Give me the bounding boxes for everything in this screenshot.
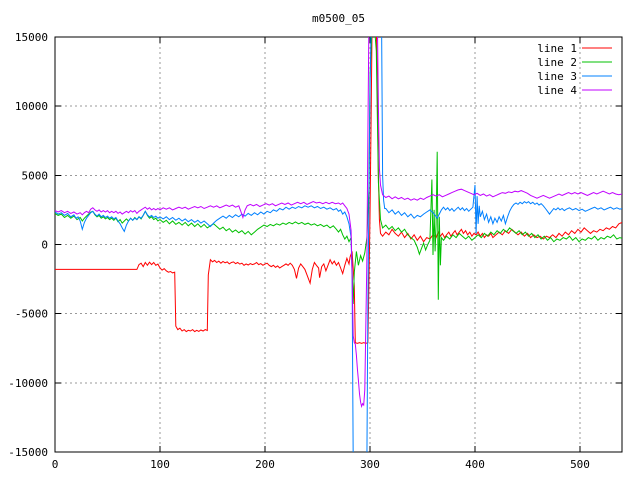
legend-label: line 1	[537, 42, 577, 55]
y-tick-label: 15000	[15, 31, 48, 44]
y-tick-label: -10000	[8, 377, 48, 390]
chart-title: m0500_05	[312, 12, 365, 25]
series-line-3	[55, 37, 622, 452]
y-tick-label: -5000	[15, 308, 48, 321]
y-tick-label: 0	[41, 239, 48, 252]
x-tick-label: 500	[570, 458, 590, 471]
y-tick-label: 5000	[22, 169, 49, 182]
y-tick-label: 10000	[15, 100, 48, 113]
x-tick-label: 100	[150, 458, 170, 471]
legend-label: line 2	[537, 56, 577, 69]
series-group	[55, 37, 622, 452]
x-tick-label: 200	[255, 458, 275, 471]
y-tick-label: -15000	[8, 446, 48, 459]
x-tick-label: 0	[52, 458, 59, 471]
legend-label: line 3	[537, 70, 577, 83]
legend-label: line 4	[537, 84, 577, 97]
series-line-4	[55, 37, 622, 409]
x-tick-label: 300	[360, 458, 380, 471]
x-tick-label: 400	[465, 458, 485, 471]
